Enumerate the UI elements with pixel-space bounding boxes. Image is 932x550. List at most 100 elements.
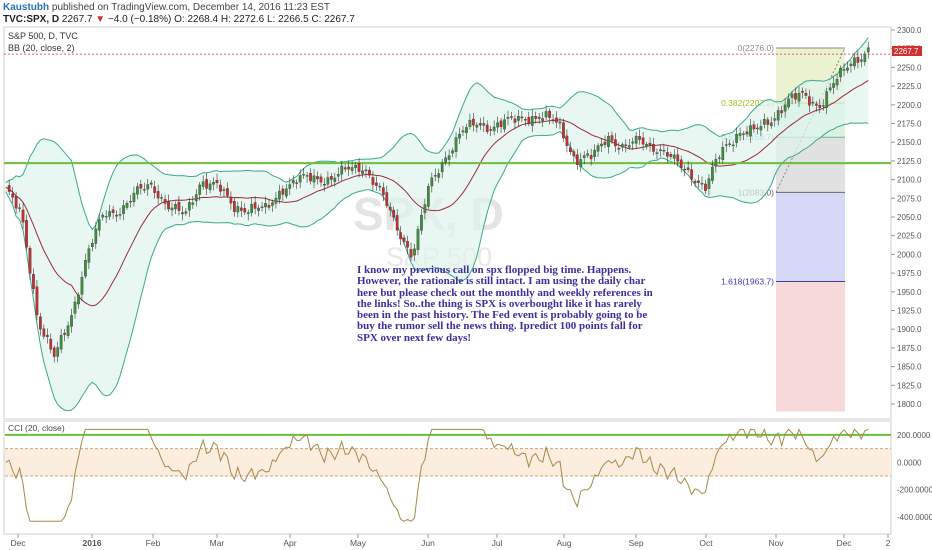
candle-body: [309, 173, 312, 182]
band-basis: [5, 79, 869, 307]
candle-body: [316, 176, 319, 180]
candle-body: [596, 145, 600, 152]
symbol-line: TVC:SPX, D 2267.7 ▼ −4.0 (−0.18%) O: 226…: [3, 14, 355, 25]
symbol-label: TVC:SPX, D: [3, 14, 60, 25]
candle-body: [579, 159, 583, 168]
time-axis[interactable]: Dec 2016 Feb Mar Apr May Jun Jul Aug Sep Oct Nov Dec…: [10, 534, 891, 548]
candle-body: [170, 207, 174, 211]
candle-body: [648, 143, 652, 146]
x-tick-label: Dec: [836, 538, 852, 548]
candle-body: [87, 248, 91, 263]
candle-body: [323, 184, 326, 186]
candle-body: [198, 184, 202, 195]
candle-body: [787, 98, 790, 108]
candle-body: [177, 201, 181, 211]
candle-body: [773, 118, 777, 121]
candle-body: [84, 260, 87, 277]
candle-body: [281, 188, 285, 195]
candle-body: [250, 204, 254, 213]
candle-body: [842, 69, 846, 71]
y-tick-label: 1800.0: [897, 400, 922, 409]
candle-body: [354, 164, 357, 168]
candle-body: [610, 135, 614, 141]
y-tick-label: 1825.0: [897, 381, 922, 390]
candle-body: [756, 127, 759, 130]
candle-body: [288, 184, 292, 189]
y-tick-label: 1975.0: [897, 269, 922, 278]
candle-body: [558, 121, 562, 124]
y-tick-label: 2025.0: [897, 232, 922, 241]
y-tick-label: 1875.0: [897, 344, 922, 353]
candle-body: [499, 120, 503, 128]
candle-body: [853, 57, 856, 67]
candle-body: [364, 169, 368, 172]
candle-body: [562, 122, 565, 139]
candle-body: [160, 197, 163, 199]
candle-body: [257, 207, 260, 211]
x-tick-label: Aug: [556, 538, 571, 548]
candle-body: [541, 118, 545, 121]
fib-zone: [776, 192, 845, 282]
candle-body: [655, 152, 659, 154]
candle-body: [530, 116, 534, 126]
candle-body: [392, 209, 396, 218]
price-axis[interactable]: 2300.02275.02250.02225.02200.02175.02150…: [891, 26, 922, 409]
candle-body: [187, 202, 191, 211]
support-line[interactable]: [4, 53, 891, 165]
candle-body: [246, 212, 250, 214]
candle-body: [496, 122, 499, 128]
candle-body: [859, 59, 863, 62]
candle-body: [620, 144, 624, 148]
candle-body: [721, 147, 725, 160]
candle-body: [153, 186, 157, 193]
cci-tick-label: 200.0000: [897, 431, 931, 440]
candle-body: [614, 139, 617, 147]
candle-body: [586, 153, 590, 156]
candle-body: [669, 154, 673, 157]
candle-body: [420, 214, 423, 231]
x-tick-label: Oct: [699, 538, 713, 548]
candle-body: [35, 286, 39, 316]
candle-body: [804, 93, 808, 96]
candle-body: [600, 143, 603, 147]
y-tick-label: 2100.0: [897, 176, 922, 185]
cci-pane: [3, 420, 892, 535]
candle-body: [63, 332, 66, 335]
candle-body: [319, 176, 323, 183]
candle-body: [174, 204, 177, 209]
candle-body: [863, 53, 867, 62]
candle-body: [766, 119, 770, 125]
candle-body: [284, 188, 288, 197]
candle-body: [659, 149, 662, 151]
x-tick-label: Jul: [492, 538, 503, 548]
author-link[interactable]: Kaustubh: [3, 2, 50, 13]
candle-body: [146, 184, 150, 190]
candle-body: [271, 202, 274, 206]
candle-body: [52, 347, 56, 357]
indicator-label: BB (20, close, 2): [8, 43, 75, 53]
cci-tick-label: -200.0000: [897, 486, 932, 495]
candle-body: [856, 56, 860, 63]
candle-body: [118, 214, 122, 216]
candle-body: [423, 204, 427, 214]
candle-body: [326, 177, 330, 185]
candle-body: [413, 248, 416, 256]
candle-body: [679, 159, 683, 168]
candle-body: [243, 208, 247, 213]
candle-body: [607, 136, 610, 147]
chart-title: S&P 500, D, TVC: [8, 31, 78, 41]
x-tick-label: Dec: [10, 538, 26, 548]
candle-body: [700, 183, 704, 185]
candle-body: [115, 214, 118, 217]
candle-body: [447, 155, 451, 160]
candle-body: [142, 189, 146, 191]
candle-body: [752, 124, 756, 130]
candle-body: [215, 180, 219, 183]
candle-body: [305, 175, 309, 177]
y-tick-label: 2225.0: [897, 82, 922, 91]
candle-body: [811, 101, 815, 104]
candle-body: [714, 159, 718, 167]
candle-body: [278, 190, 281, 200]
candle-body: [728, 143, 732, 145]
